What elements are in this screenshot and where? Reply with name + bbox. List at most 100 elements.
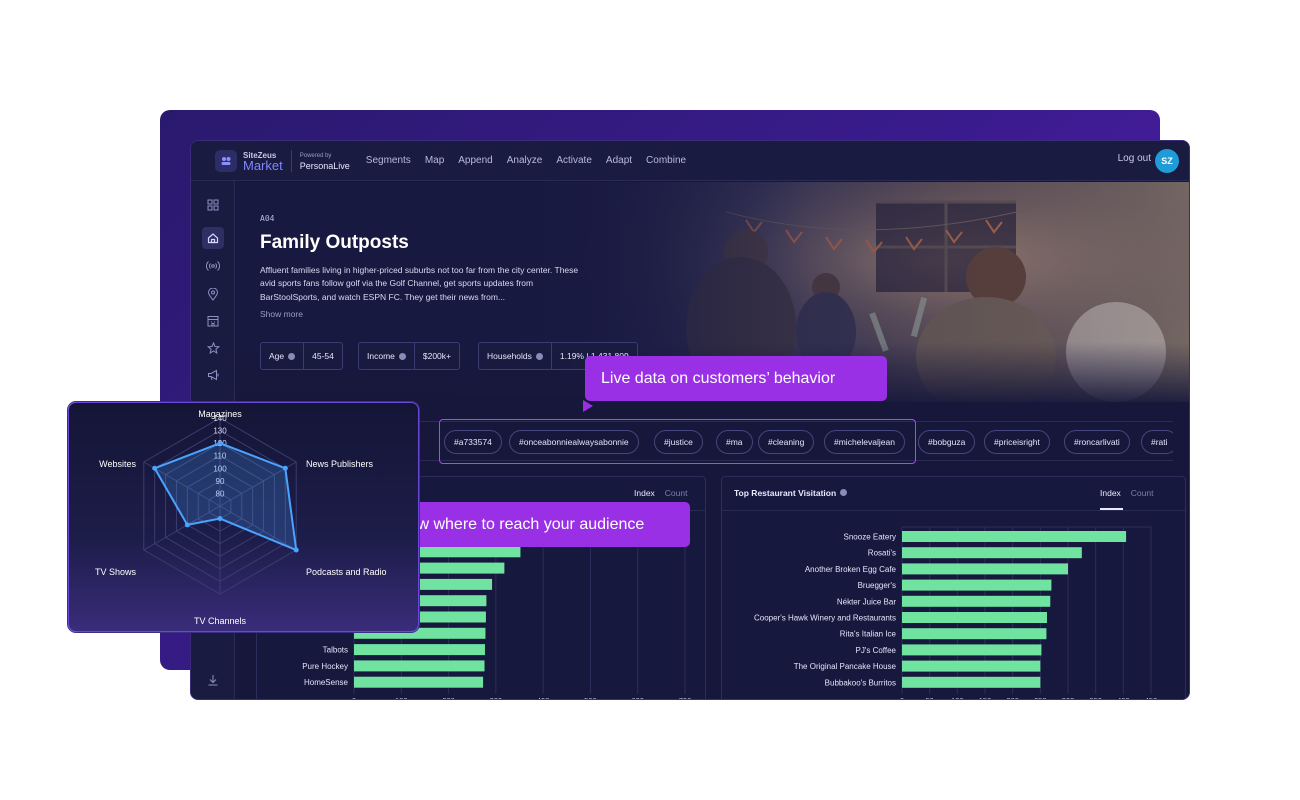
building-icon[interactable] [202, 310, 224, 332]
logout-link[interactable]: Log out [1117, 153, 1151, 164]
radar-point[interactable] [217, 516, 223, 522]
logo-top-text: SiteZeus [243, 150, 277, 160]
tab-index[interactable]: Index [634, 488, 655, 498]
tab-index[interactable]: Index [1100, 488, 1121, 498]
bar[interactable] [902, 628, 1047, 640]
x-tick-label: 700 [679, 696, 692, 700]
nav-analyze[interactable]: Analyze [506, 155, 543, 166]
bar[interactable] [902, 595, 1051, 607]
x-tick-label: 100 [951, 696, 964, 700]
nav-segments[interactable]: Segments [365, 155, 411, 166]
tab-count[interactable]: Count [1130, 488, 1154, 498]
callout-pointer [583, 400, 593, 412]
hashtag-chip[interactable]: #cleaning [758, 430, 815, 454]
bar[interactable] [354, 644, 485, 656]
bar-category-label: The Original Pancake House [794, 662, 897, 671]
logo[interactable]: SiteZeus Market [243, 150, 283, 172]
star-icon[interactable] [202, 337, 224, 359]
radar-tick-label: 130 [213, 427, 227, 436]
help-icon[interactable] [288, 352, 296, 360]
radar-point[interactable] [184, 522, 190, 528]
x-tick-label: 100 [395, 696, 408, 700]
top-bar: SiteZeus Market Powered by PersonaLive S… [191, 141, 1189, 181]
stat-age-label: Age [269, 351, 285, 361]
nav-activate[interactable]: Activate [556, 155, 592, 166]
radar-axis-label: TV Shows [95, 567, 137, 577]
bar[interactable] [354, 546, 521, 558]
user-avatar[interactable]: SZ [1155, 149, 1179, 173]
tab-count[interactable]: Count [664, 488, 688, 498]
hashtag-chip[interactable]: #onceabonniealwaysabonnie [509, 430, 639, 454]
grid-icon[interactable] [202, 194, 224, 216]
bar[interactable] [354, 562, 505, 574]
hashtag-chip[interactable]: #roncarlivati [1064, 430, 1130, 454]
download-icon[interactable] [202, 669, 224, 691]
bar[interactable] [354, 660, 485, 672]
stat-income-value: $200k+ [422, 351, 451, 361]
hashtag-chip[interactable]: #bobguza [918, 430, 976, 454]
hashtag-chip[interactable]: #rati [1141, 430, 1173, 454]
help-icon[interactable] [398, 352, 406, 360]
show-more-link[interactable]: Show more [260, 309, 303, 319]
x-tick-label: 600 [631, 696, 644, 700]
nav-combine[interactable]: Combine [646, 155, 687, 166]
radar-point[interactable] [152, 465, 158, 471]
nav-map[interactable]: Map [424, 155, 445, 166]
divider [290, 149, 292, 172]
x-tick-label: 0 [900, 696, 904, 700]
nav-append[interactable]: Append [458, 155, 493, 166]
bar-category-label: Rosati's [868, 549, 896, 558]
bar[interactable] [902, 563, 1068, 575]
radar-series [153, 442, 298, 552]
location-pin-icon[interactable] [202, 283, 224, 305]
hashtag-chip[interactable]: #a733574 [444, 430, 502, 454]
home-icon[interactable] [202, 227, 224, 249]
bar[interactable] [902, 676, 1041, 688]
bar-category-label: Nékter Juice Bar [837, 597, 896, 606]
x-tick-label: 450 [1145, 696, 1158, 700]
radar-point[interactable] [293, 547, 299, 553]
bar[interactable] [354, 595, 487, 607]
bar[interactable] [902, 644, 1042, 656]
radar-point[interactable] [282, 465, 288, 471]
help-icon[interactable] [840, 489, 848, 496]
x-tick-label: 300 [490, 696, 503, 700]
segment-code: A04 [260, 214, 275, 223]
broadcast-icon[interactable] [202, 255, 224, 277]
bar[interactable] [902, 660, 1041, 672]
bar[interactable] [902, 531, 1127, 542]
main-nav: Segments Map Append Analyze Activate Ada… [366, 155, 700, 166]
bar-category-label: Bubbakoo's Burritos [825, 678, 896, 687]
help-icon[interactable] [535, 352, 543, 360]
bar[interactable] [902, 579, 1052, 591]
hashtag-chip[interactable]: #ma [716, 430, 753, 454]
hashtag-chip[interactable]: #michelevaljean [824, 430, 905, 454]
bar[interactable] [354, 676, 484, 688]
logo-icon [215, 149, 237, 172]
x-tick-label: 200 [442, 696, 455, 700]
hashtag-chip[interactable]: #justice [654, 430, 703, 454]
radar-point[interactable] [217, 440, 223, 446]
bar-category-label: PJ's Coffee [855, 646, 896, 655]
radar-tick-label: 80 [216, 489, 225, 498]
radar-axis-label: News Publishers [306, 459, 374, 469]
radar-spoke [143, 505, 221, 551]
panel-title: Top Restaurant Visitation [734, 488, 848, 498]
reach-callout: Know where to reach your audience [373, 502, 690, 547]
bar[interactable] [354, 611, 486, 623]
active-tab-indicator [1100, 508, 1123, 510]
megaphone-icon[interactable] [202, 364, 224, 386]
radar-axis-label: Websites [99, 459, 136, 469]
stat-households-label: Households [487, 351, 532, 361]
bar[interactable] [354, 578, 493, 590]
segment-title: Family Outposts [260, 232, 409, 253]
hashtag-highlight [439, 419, 916, 464]
nav-adapt[interactable]: Adapt [605, 155, 633, 166]
bar[interactable] [354, 627, 486, 639]
x-tick-label: 250 [1034, 696, 1047, 700]
bar[interactable] [902, 547, 1082, 559]
bar[interactable] [902, 612, 1047, 623]
hashtag-chip[interactable]: #priceisright [984, 430, 1050, 454]
stat-age-value: 45-54 [312, 351, 334, 361]
powered-by-brand: PersonaLive [299, 160, 350, 171]
